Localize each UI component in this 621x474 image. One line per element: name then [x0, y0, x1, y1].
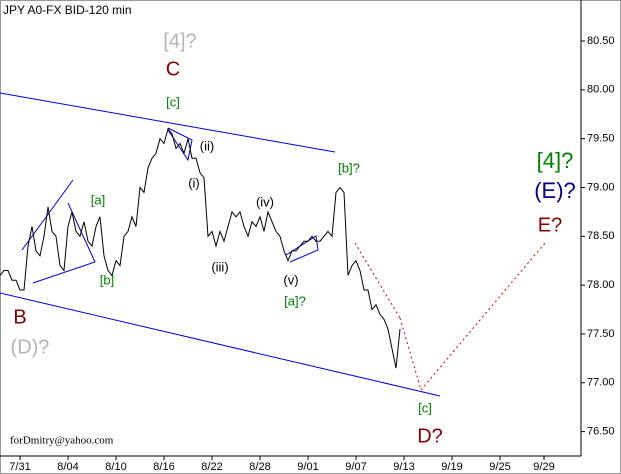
annotation: [b]?: [338, 160, 360, 175]
y-tick-label: 76.50: [587, 425, 615, 437]
annotation: [c]: [166, 94, 180, 109]
annotation: [c]: [418, 400, 432, 415]
x-tick-label: 8/28: [249, 461, 270, 473]
wedge-line: [21, 179, 74, 251]
annotation: (D)?: [11, 336, 50, 358]
x-tick-label: 9/13: [393, 461, 414, 473]
x-tick-label: 9/29: [533, 461, 554, 473]
y-tick-label: 78.50: [587, 230, 615, 242]
x-tick-label: 9/07: [345, 461, 366, 473]
channel-line: [0, 92, 336, 153]
wedge-line: [32, 202, 96, 284]
footer: forDmitry@yahoo.com: [10, 435, 114, 447]
y-tick-label: 80.00: [587, 84, 615, 96]
y-tick-label: 80.50: [587, 35, 615, 47]
annotation: [4]?: [163, 30, 196, 52]
y-tick-label: 79.00: [587, 181, 615, 193]
annotation: [4]?: [537, 148, 574, 173]
projection-line: [399, 242, 546, 392]
x-tick-label: 7/31: [9, 461, 30, 473]
x-tick-label: 8/16: [153, 461, 174, 473]
x-tick-label: 9/25: [489, 461, 510, 473]
annotation: (iii): [211, 259, 228, 274]
annotation: [a]?: [284, 293, 306, 308]
x-tick-label: 9/01: [297, 461, 318, 473]
annotation: B: [13, 306, 26, 328]
annotation: E?: [538, 214, 562, 236]
annotation: (ii): [200, 138, 214, 153]
x-tick-label: 8/04: [57, 461, 78, 473]
y-tick-label: 77.50: [587, 328, 615, 340]
y-tick-label: 78.00: [587, 279, 615, 291]
chart-title: JPY A0-FX BID-120 min: [3, 3, 132, 17]
annotation: (v): [283, 272, 298, 287]
annotation: (iv): [256, 194, 274, 209]
annotation: D?: [417, 425, 443, 447]
annotation: [b]: [100, 272, 114, 287]
x-tick-label: 8/22: [201, 461, 222, 473]
annotation: C: [166, 58, 180, 80]
y-tick-label: 79.50: [587, 133, 615, 145]
channel-line: [0, 292, 441, 397]
annotation: [a]: [91, 192, 105, 207]
annotation: (E)?: [534, 178, 576, 203]
x-tick-label: 8/10: [105, 461, 126, 473]
price-line: [0, 127, 401, 369]
annotation: (i): [188, 175, 200, 190]
x-tick-label: 9/19: [441, 461, 462, 473]
y-tick-label: 77.00: [587, 377, 615, 389]
